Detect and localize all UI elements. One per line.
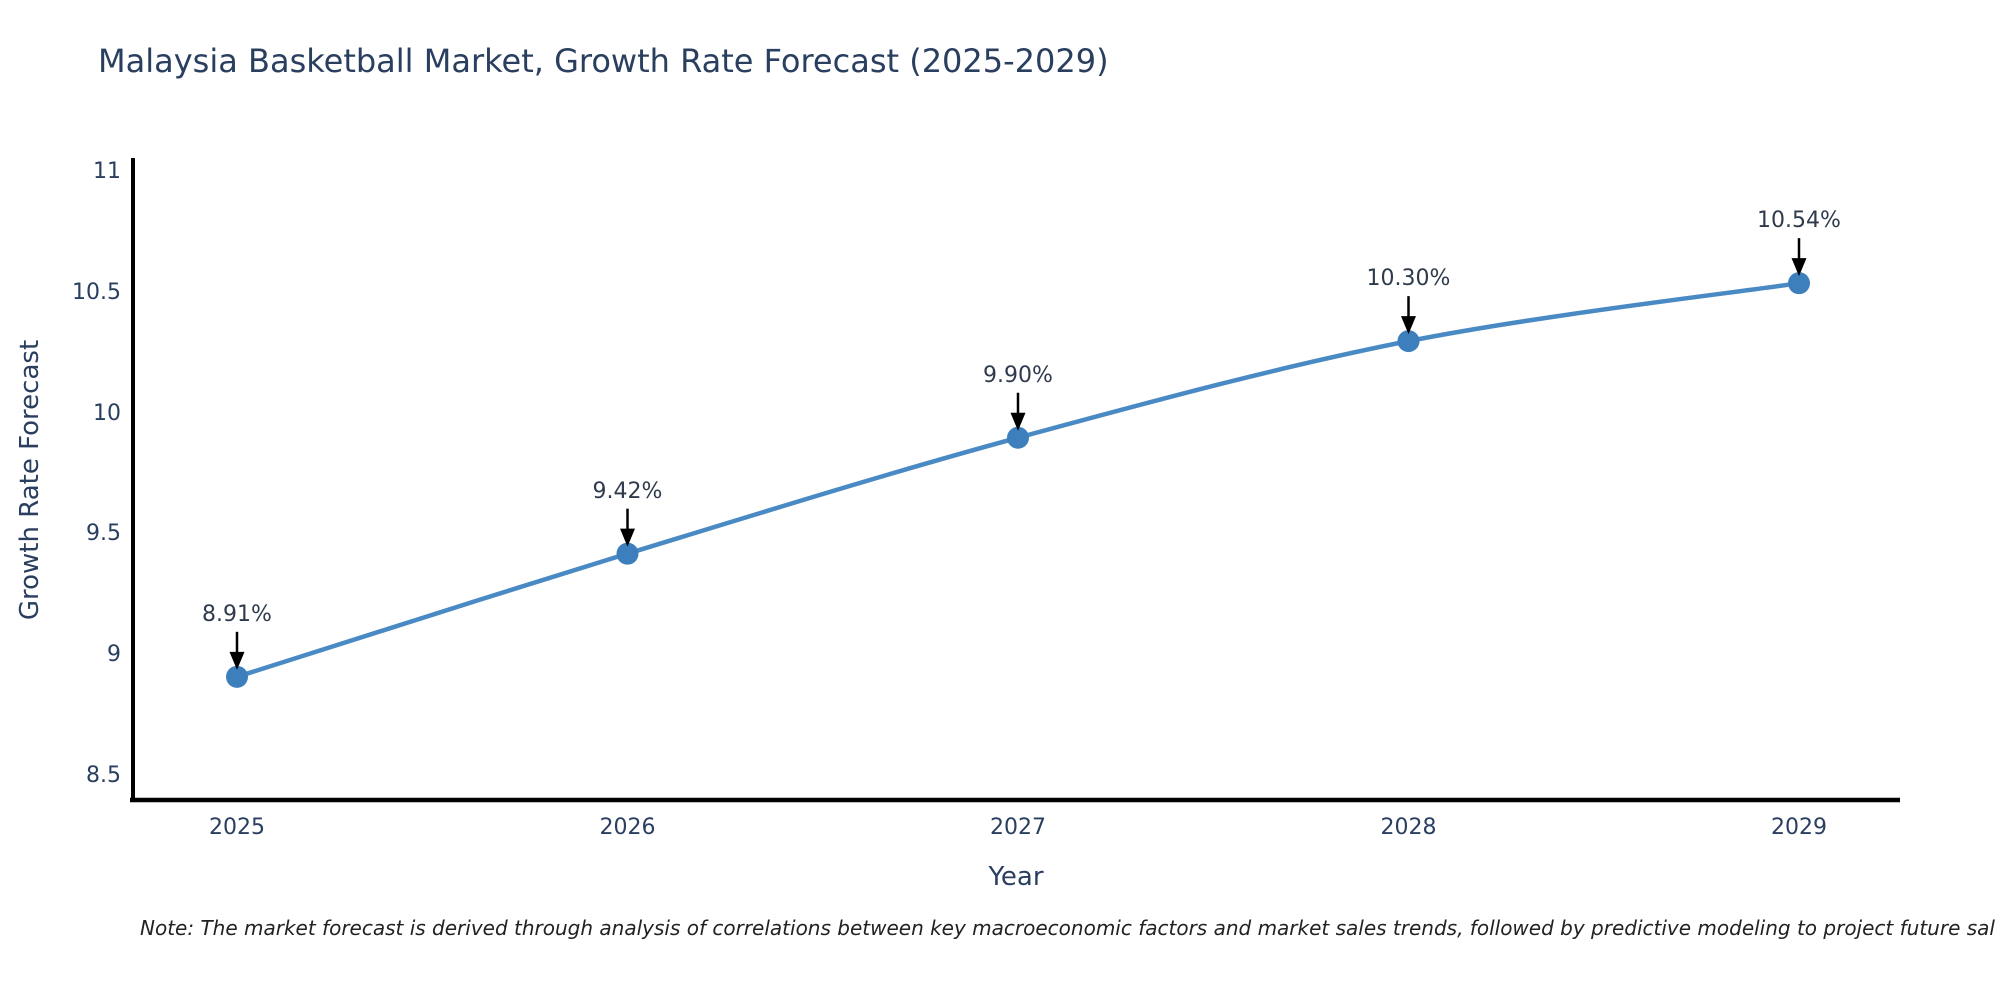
data-point-marker <box>1788 272 1810 295</box>
annotation-arrowhead <box>620 528 635 547</box>
data-point-marker <box>616 542 639 565</box>
annotation-arrowhead <box>1791 258 1807 277</box>
chart-title: Malaysia Basketball Market, Growth Rate … <box>98 42 1109 80</box>
data-point-value-label: 10.54% <box>1757 208 1841 234</box>
x-tick-label: 2025 <box>209 815 265 840</box>
x-tick-label: 2026 <box>599 815 656 840</box>
y-tick-label: 10.5 <box>72 279 121 305</box>
data-point-marker <box>226 665 248 688</box>
y-tick-label: 9.5 <box>86 521 121 547</box>
y-tick-label: 10 <box>93 400 121 426</box>
data-point-value-label: 10.30% <box>1366 266 1451 292</box>
annotation-arrowhead <box>1401 316 1416 335</box>
footnote: Note: The market forecast is derived thr… <box>140 916 1995 940</box>
annotation-arrowhead <box>229 651 245 670</box>
data-point-value-label: 9.42% <box>592 478 663 504</box>
x-tick-label: 2027 <box>990 815 1046 840</box>
y-tick-label: 11 <box>93 159 121 185</box>
forecast-line <box>234 280 1802 680</box>
data-point-marker <box>1397 330 1420 353</box>
x-axis-title: Year <box>988 862 1044 892</box>
x-tick-label: 2029 <box>1771 815 1827 840</box>
y-tick-label: 9 <box>107 642 121 668</box>
x-tick-label: 2028 <box>1380 815 1437 840</box>
data-point-value-label: 9.90% <box>983 362 1053 388</box>
y-tick-label: 8.5 <box>86 762 121 788</box>
data-point-marker <box>1007 426 1029 449</box>
data-point-value-label: 8.91% <box>202 601 272 627</box>
annotation-arrowhead <box>1010 412 1026 431</box>
